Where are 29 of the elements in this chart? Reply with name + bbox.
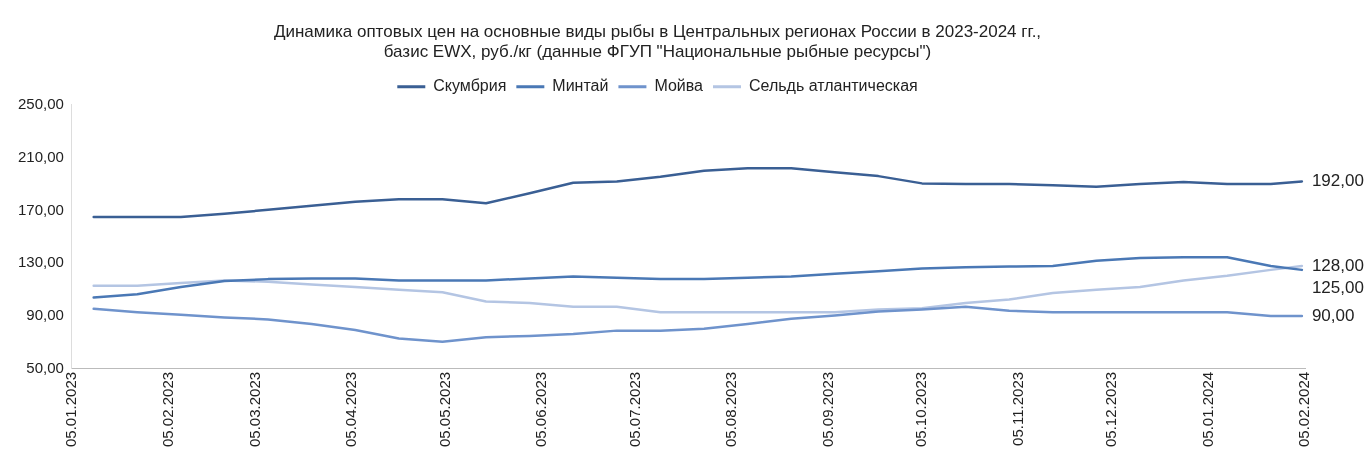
x-tick-label: 05.04.2023 bbox=[342, 371, 360, 447]
data-label: 192,00 bbox=[1311, 171, 1364, 191]
x-tick-label: 05.10.2023 bbox=[912, 371, 930, 447]
y-tick-label: 50,00 bbox=[26, 359, 64, 377]
y-tick-label: 250,00 bbox=[17, 94, 64, 112]
legend-label: Минтай bbox=[552, 77, 609, 95]
x-tick-label: 05.07.2023 bbox=[625, 371, 643, 447]
x-tick-label: 05.05.2023 bbox=[435, 371, 453, 447]
x-tick-label: 05.02.2023 bbox=[158, 371, 176, 447]
x-tick-label: 05.02.2024 bbox=[1295, 371, 1313, 447]
x-tick-label: 05.12.2023 bbox=[1102, 371, 1120, 447]
chart-title: Динамика оптовых цен на основные виды рыбы в Центральных регионах России в 2023-2024 гг., базис EWX, руб./кг (данные ФГУП "Национальные рыбные ресурсы") bbox=[273, 21, 1042, 62]
data-label: 90,00 bbox=[1311, 305, 1355, 325]
y-tick-label: 210,00 bbox=[17, 147, 64, 165]
data-label: 125,00 bbox=[1311, 277, 1364, 297]
x-tick-label: 05.01.2024 bbox=[1198, 371, 1216, 447]
x-tick-label: 05.03.2023 bbox=[245, 371, 263, 447]
x-tick-label: 05.08.2023 bbox=[722, 371, 740, 447]
data-label: 128,00 bbox=[1311, 255, 1364, 275]
x-tick-label: 05.09.2023 bbox=[818, 371, 836, 447]
x-tick-label: 05.01.2023 bbox=[62, 371, 80, 447]
legend-label: Скумбрия bbox=[433, 77, 507, 95]
y-tick-label: 170,00 bbox=[17, 200, 64, 218]
x-tick-label: 05.11.2023 bbox=[1008, 371, 1026, 446]
legend-label: Сельдь атлантическая bbox=[748, 77, 918, 95]
y-tick-label: 130,00 bbox=[17, 253, 64, 271]
y-tick-label: 90,00 bbox=[26, 306, 64, 324]
legend-label: Мойва bbox=[654, 77, 704, 95]
x-tick-label: 05.06.2023 bbox=[532, 371, 550, 447]
